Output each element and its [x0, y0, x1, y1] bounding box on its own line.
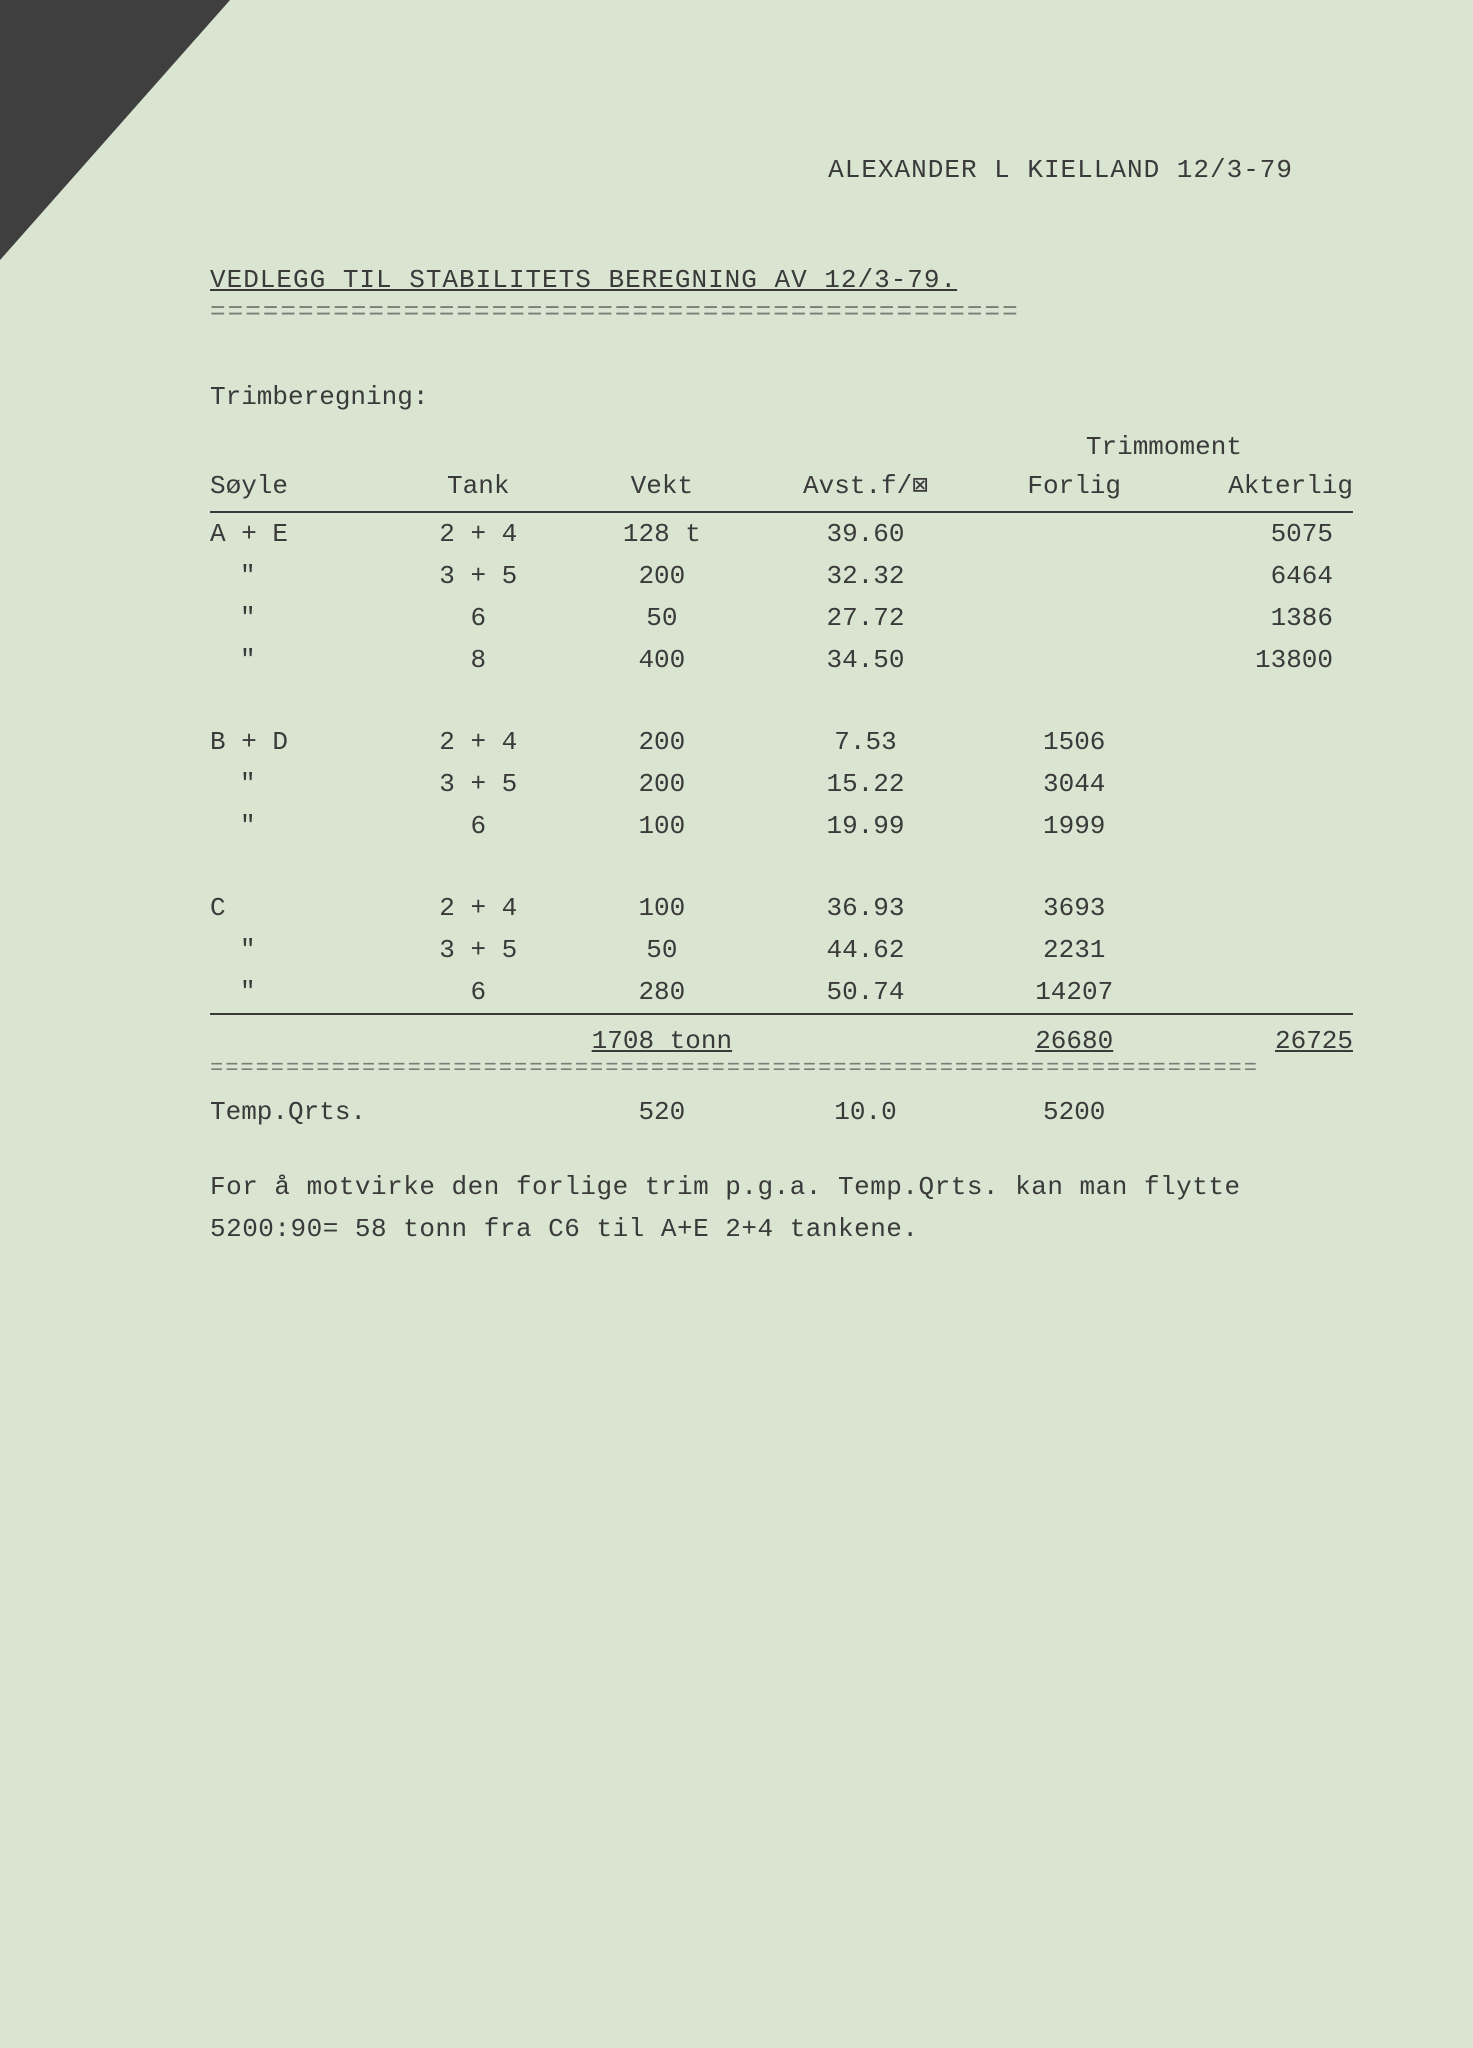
trimmoment-superheader: Trimmoment	[975, 432, 1353, 462]
cell-forlig	[975, 597, 1174, 639]
cell-avst: 44.62	[756, 929, 975, 971]
temp-avst: 10.0	[756, 1072, 975, 1137]
col-header-vekt: Vekt	[568, 462, 757, 512]
temp-qrts-row: Temp.Qrts. 520 10.0 5200	[210, 1072, 1353, 1137]
cell-akterlig	[1174, 763, 1353, 805]
cell-avst: 7.53	[756, 721, 975, 763]
cell-soyle: "	[210, 929, 389, 971]
cell-akterlig: 1386	[1174, 597, 1353, 639]
cell-forlig: 1999	[975, 805, 1174, 847]
cell-soyle: "	[210, 971, 389, 1014]
note-paragraph: For å motvirke den forlige trim p.g.a. T…	[210, 1167, 1353, 1250]
col-header-soyle: Søyle	[210, 462, 389, 512]
group-spacer	[210, 681, 1353, 721]
cell-forlig	[975, 639, 1174, 681]
cell-forlig: 2231	[975, 929, 1174, 971]
table-row: "3 + 520032.32 6464	[210, 555, 1353, 597]
temp-vekt: 520	[568, 1072, 757, 1137]
cell-tank: 2 + 4	[389, 512, 568, 555]
cell-vekt: 200	[568, 763, 757, 805]
cell-akterlig: 6464	[1174, 555, 1353, 597]
cell-tank: 8	[389, 639, 568, 681]
col-header-forlig: Forlig	[975, 462, 1174, 512]
cell-tank: 2 + 4	[389, 721, 568, 763]
cell-vekt: 200	[568, 555, 757, 597]
cell-tank: 2 + 4	[389, 887, 568, 929]
cell-forlig	[975, 512, 1174, 555]
note-line-2: 5200:90= 58 tonn fra C6 til A+E 2+4 tank…	[210, 1209, 1353, 1251]
cell-soyle: "	[210, 805, 389, 847]
cell-akterlig: 5075	[1174, 512, 1353, 555]
cell-akterlig	[1174, 971, 1353, 1014]
page-corner-fold	[0, 0, 230, 260]
cell-avst: 27.72	[756, 597, 975, 639]
cell-akterlig	[1174, 805, 1353, 847]
trim-table: Trimmoment Søyle Tank Vekt Avst.f/⊠ Forl…	[210, 432, 1353, 1137]
document-title: VEDLEGG TIL STABILITETS BEREGNING AV 12/…	[210, 265, 1353, 295]
table-row: "3 + 55044.622231	[210, 929, 1353, 971]
cell-vekt: 400	[568, 639, 757, 681]
cell-avst: 15.22	[756, 763, 975, 805]
table-superheader-row: Trimmoment	[210, 432, 1353, 462]
cell-avst: 19.99	[756, 805, 975, 847]
cell-avst: 36.93	[756, 887, 975, 929]
cell-avst: 32.32	[756, 555, 975, 597]
title-double-underline: ========================================…	[210, 297, 1353, 327]
col-header-akterlig: Akterlig	[1174, 462, 1353, 512]
cell-soyle: "	[210, 597, 389, 639]
cell-tank: 3 + 5	[389, 929, 568, 971]
cell-vekt: 50	[568, 597, 757, 639]
table-row: C2 + 410036.933693	[210, 887, 1353, 929]
col-header-avst: Avst.f/⊠	[756, 462, 975, 512]
cell-forlig: 14207	[975, 971, 1174, 1014]
table-row: "610019.991999	[210, 805, 1353, 847]
cell-avst: 34.50	[756, 639, 975, 681]
cell-vekt: 200	[568, 721, 757, 763]
table-row: "3 + 520015.223044	[210, 763, 1353, 805]
cell-akterlig	[1174, 887, 1353, 929]
cell-akterlig: 13800	[1174, 639, 1353, 681]
table-row: "628050.7414207	[210, 971, 1353, 1014]
cell-vekt: 128 t	[568, 512, 757, 555]
cell-tank: 6	[389, 597, 568, 639]
cell-avst: 39.60	[756, 512, 975, 555]
cell-akterlig	[1174, 929, 1353, 971]
note-line-1: For å motvirke den forlige trim p.g.a. T…	[210, 1167, 1353, 1209]
cell-vekt: 50	[568, 929, 757, 971]
totals-double-underline: ========================================…	[210, 1066, 1353, 1072]
cell-avst: 50.74	[756, 971, 975, 1014]
temp-forlig: 5200	[975, 1072, 1174, 1137]
cell-soyle: "	[210, 555, 389, 597]
table-header-row: Søyle Tank Vekt Avst.f/⊠ Forlig Akterlig	[210, 462, 1353, 512]
cell-vekt: 100	[568, 805, 757, 847]
cell-vekt: 100	[568, 887, 757, 929]
cell-forlig	[975, 555, 1174, 597]
cell-soyle: A + E	[210, 512, 389, 555]
table-row: "65027.72 1386	[210, 597, 1353, 639]
cell-akterlig	[1174, 721, 1353, 763]
cell-forlig: 1506	[975, 721, 1174, 763]
cell-forlig: 3693	[975, 887, 1174, 929]
cell-forlig: 3044	[975, 763, 1174, 805]
table-row: B + D2 + 42007.531506	[210, 721, 1353, 763]
cell-tank: 3 + 5	[389, 555, 568, 597]
table-row: A + E2 + 4128 t39.60 5075	[210, 512, 1353, 555]
cell-soyle: B + D	[210, 721, 389, 763]
temp-label: Temp.Qrts.	[210, 1072, 568, 1137]
section-label: Trimberegning:	[210, 382, 1353, 412]
cell-tank: 6	[389, 805, 568, 847]
table-row: "840034.50 13800	[210, 639, 1353, 681]
cell-soyle: "	[210, 639, 389, 681]
cell-soyle: C	[210, 887, 389, 929]
group-spacer	[210, 847, 1353, 887]
cell-vekt: 280	[568, 971, 757, 1014]
cell-tank: 3 + 5	[389, 763, 568, 805]
cell-tank: 6	[389, 971, 568, 1014]
cell-soyle: "	[210, 763, 389, 805]
col-header-tank: Tank	[389, 462, 568, 512]
header-right-text: ALEXANDER L KIELLAND 12/3-79	[828, 155, 1293, 185]
